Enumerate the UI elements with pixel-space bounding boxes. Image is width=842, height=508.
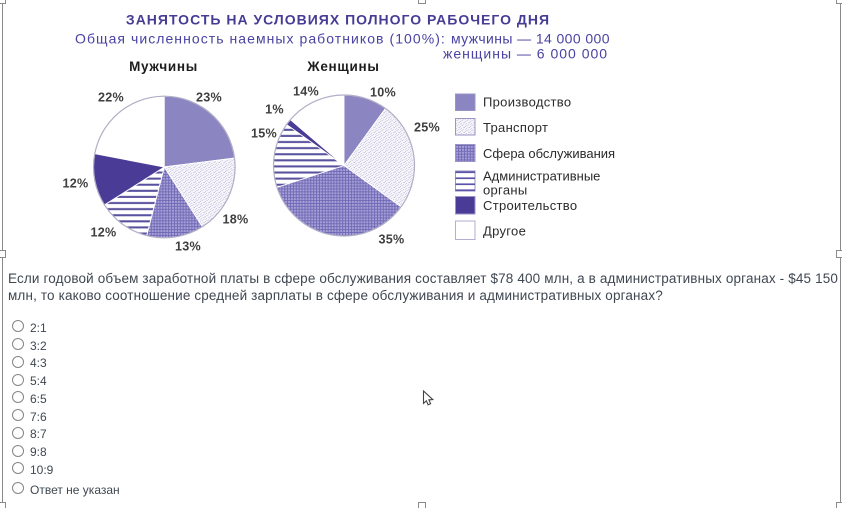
svg-text:Строительство: Строительство bbox=[483, 198, 577, 213]
svg-text:Производство: Производство bbox=[483, 95, 571, 110]
svg-text:23%: 23% bbox=[196, 91, 222, 105]
svg-text:женщины — 6 000 000: женщины — 6 000 000 bbox=[443, 46, 608, 62]
svg-text:14%: 14% bbox=[293, 85, 319, 99]
svg-text:ЗАНЯТОСТЬ НА УСЛОВИЯХ ПОЛНОГО: ЗАНЯТОСТЬ НА УСЛОВИЯХ ПОЛНОГО РАБОЧЕГО Д… bbox=[126, 12, 550, 28]
svg-text:Транспорт: Транспорт bbox=[483, 120, 548, 135]
svg-text:22%: 22% bbox=[98, 91, 124, 105]
svg-text:мужчины — 14 000 000: мужчины — 14 000 000 bbox=[451, 31, 610, 47]
svg-text:25%: 25% bbox=[414, 121, 440, 135]
svg-text:Женщины: Женщины bbox=[306, 59, 379, 74]
svg-text:18%: 18% bbox=[222, 213, 248, 227]
svg-text:Административные: Административные bbox=[483, 169, 600, 184]
svg-text:10%: 10% bbox=[370, 86, 396, 100]
svg-text:13%: 13% bbox=[175, 240, 201, 254]
svg-text:Сфера обслуживания: Сфера обслуживания bbox=[483, 146, 615, 161]
svg-text:12%: 12% bbox=[90, 226, 116, 240]
svg-text:12%: 12% bbox=[62, 177, 88, 191]
svg-text:35%: 35% bbox=[378, 233, 404, 247]
svg-text:Мужчины: Мужчины bbox=[129, 59, 198, 74]
svg-text:Общая численность наемных рабо: Общая численность наемных работников (10… bbox=[75, 31, 446, 47]
svg-text:Другое: Другое bbox=[483, 224, 526, 239]
svg-text:1%: 1% bbox=[265, 103, 284, 117]
svg-text:15%: 15% bbox=[251, 127, 277, 141]
svg-text:органы: органы bbox=[483, 183, 527, 198]
